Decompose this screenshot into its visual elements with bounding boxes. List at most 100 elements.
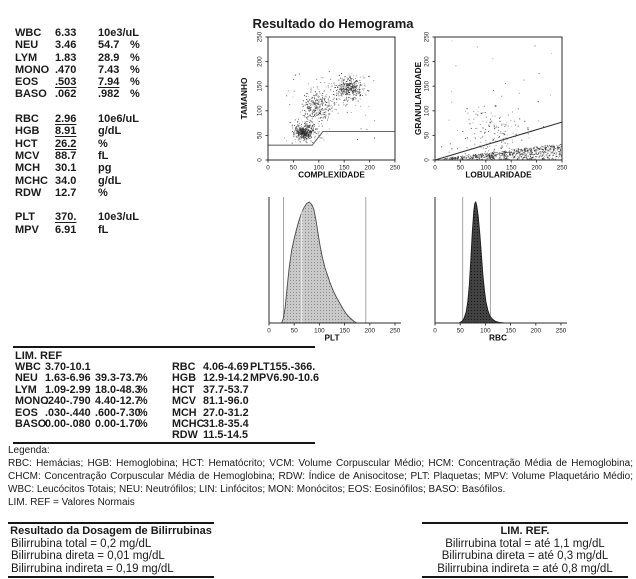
x-tick-label: 250 [557, 165, 568, 172]
param-value-2: g/dL [98, 174, 122, 187]
ref-table-header: LIM. REF [15, 350, 63, 362]
param-label: LYM [15, 51, 38, 64]
param-value-1: 1.83 [55, 51, 77, 64]
x-axis-label: PLT [324, 333, 339, 343]
ref-range: 31.8-35.4 [203, 417, 249, 430]
param-label: EOS [15, 76, 39, 89]
ref-unit: % [138, 417, 148, 430]
param-label: MPV [15, 223, 39, 236]
param-value-2: g/dL [98, 125, 122, 138]
reference-limits-table: LIM. REF WBC 3.70-10.1 NEU 1.63-6.96 39.… [13, 346, 319, 444]
ref-range-pct: .600-7.30 [95, 406, 141, 419]
param-value-1: 6.33 [55, 27, 77, 39]
ref-range: 11.5-14.5 [203, 429, 249, 442]
x-tick-label: 50 [290, 165, 298, 172]
y-tick-label: 50 [424, 131, 431, 139]
legend-block: Legenda: RBC: Hemácias; HGB: Hemoglobina… [8, 444, 633, 509]
param-label: NEU [15, 39, 39, 52]
param-unit: % [130, 76, 140, 89]
param-unit: % [130, 88, 140, 101]
ref-unit: % [138, 372, 148, 385]
ref-col-platelets: PLT 155.-366. MPV 6.90-10.6 [250, 361, 319, 385]
x-tick-label: 100 [314, 165, 325, 172]
x-tick-label: 0 [266, 165, 270, 172]
y-axis-label: GRANULARIDADE [413, 61, 423, 135]
ref-range: .030-.440 [45, 406, 91, 419]
ref-label: LYM [15, 383, 37, 396]
param-value-1: 370. [55, 211, 77, 224]
result-row: HGB 8.91 g/dL [15, 125, 235, 137]
y-tick-label: 0 [424, 158, 431, 162]
param-value-2: fL [98, 149, 109, 162]
result-row: MCHC 34.0 g/dL [15, 175, 235, 187]
ref-label: EOS [15, 406, 38, 419]
x-tick-label: 0 [433, 328, 437, 335]
param-value-1: .470 [55, 63, 77, 76]
bilirubin-reference-line: Bilirrubina indireta = até 0,8 mg/dL [437, 562, 613, 575]
param-value-1: .503 [55, 76, 77, 89]
gate-line [434, 121, 563, 161]
y-tick-label: 250 [257, 31, 264, 42]
ref-label: RDW [172, 429, 198, 442]
x-tick-label: 100 [481, 165, 492, 172]
distribution-curve [457, 200, 505, 324]
ref-row: MONO .240-.790 4.40-12.7 % [15, 395, 171, 408]
param-value-1: .062 [55, 88, 77, 101]
results-group: PLT 370. 10e3/uL MPV 6.91 fL [15, 211, 235, 236]
result-row: RBC 2.96 10e6/uL [15, 113, 235, 125]
param-unit: % [130, 51, 140, 64]
ref-row: MCH 27.0-31.2 [172, 406, 250, 419]
result-row: WBC 6.33 10e3/uL [15, 27, 235, 39]
ref-range-pct: 39.3-73.7 [95, 372, 141, 385]
ref-row: WBC 3.70-10.1 [15, 361, 171, 373]
y-tick-label: 100 [257, 105, 264, 116]
results-group: WBC 6.33 10e3/uL NEU 3.46 54.7 % LYM [15, 27, 235, 101]
param-value-2: .982 [98, 88, 120, 101]
ref-col-erythrogram: RBC 4.06-4.69 HGB 12.9-14.2 HCT 37.7-53.… [172, 361, 250, 442]
ref-row: MCHC 31.8-35.4 [172, 417, 250, 430]
result-row: MONO .470 7.43 % [15, 64, 235, 76]
ref-row: HGB 12.9-14.2 [172, 372, 250, 384]
ref-range: 155.-366. [269, 361, 316, 373]
ref-unit: % [138, 395, 148, 408]
x-tick-label: 0 [433, 165, 437, 172]
ref-range: 1.09-2.99 [45, 383, 91, 396]
gate-line [268, 130, 395, 146]
x-tick-label: 50 [291, 328, 299, 335]
ref-label: WBC [15, 361, 41, 373]
scatter-points [284, 71, 376, 144]
bilirubin-result-line: Bilirrubina indireta = 0,19 mg/dL [11, 562, 174, 575]
param-value-2: 10e3/uL [98, 27, 139, 39]
y-tick-label: 100 [424, 105, 431, 116]
param-unit: % [130, 39, 140, 52]
param-value-1: 88.7 [55, 149, 77, 162]
x-tick-label: 100 [480, 328, 491, 335]
bilirubin-reference-line: Bilirrubina direta = até 0,3 mg/dL [441, 550, 609, 563]
y-tick-label: 200 [257, 56, 264, 67]
legend-footer: LIM. REF = Valores Normais [8, 497, 135, 508]
param-value-1: 8.91 [55, 125, 77, 138]
param-value-1: 12.7 [55, 186, 77, 199]
param-value-1: 26.2 [55, 137, 77, 150]
bilirubin-results-box: Resultado da Dosagem de Bilirrubinas Bil… [8, 522, 214, 579]
param-value-2: 7.43 [98, 63, 120, 76]
ref-range: 6.90-10.6 [273, 372, 320, 385]
bilirubin-reference-line: Bilirrubina total = até 1,1 mg/dL [445, 537, 605, 550]
ref-unit: % [138, 406, 148, 419]
result-row: HCT 26.2 % [15, 138, 235, 150]
bilirubin-result-line: Bilirrubina direta = 0,01 mg/dL [11, 550, 165, 563]
ref-label: RBC [172, 361, 196, 373]
ref-label: MONO [15, 395, 49, 408]
bilirubin-results-lines: Bilirrubina total = 0,2 mg/dL Bilirrubina… [8, 538, 214, 576]
ref-label: MCH [172, 406, 197, 419]
ref-label: HCT [172, 383, 195, 396]
param-label: WBC [15, 27, 42, 39]
y-tick-label: 200 [424, 56, 431, 67]
x-tick-label: 150 [339, 328, 350, 335]
ref-row: RBC 4.06-4.69 [172, 361, 250, 373]
y-tick-label: 150 [257, 80, 264, 91]
scatter-tamanho-complexidade-svg: 0 50 100 150 200 250 0 50 100 150 200 250 COMPLEXIDA… [239, 31, 401, 179]
y-tick-label: 50 [257, 131, 264, 139]
x-tick-label: 50 [457, 328, 465, 335]
